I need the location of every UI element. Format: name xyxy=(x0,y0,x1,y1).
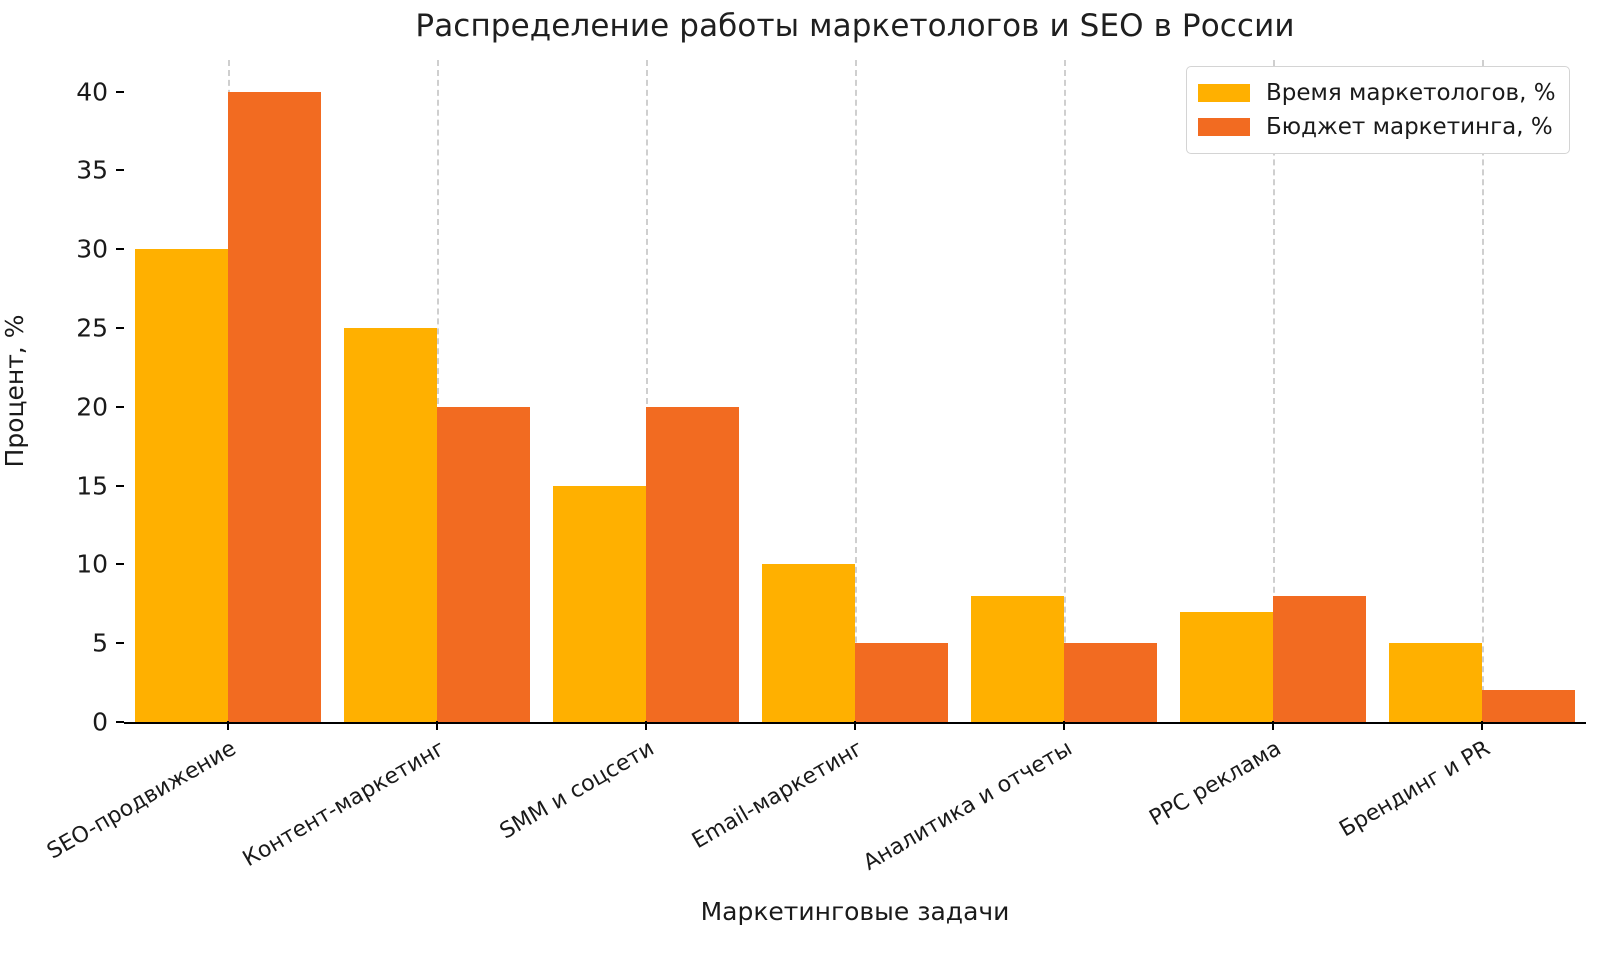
y-tick-mark xyxy=(116,248,124,251)
legend-swatch xyxy=(1198,118,1250,136)
y-tick-label: 10 xyxy=(76,549,108,579)
y-tick-mark xyxy=(116,484,124,487)
y-tick-label: 30 xyxy=(76,234,108,264)
y-tick-mark xyxy=(116,90,124,93)
gridline xyxy=(1063,60,1066,722)
gridline xyxy=(1272,60,1275,722)
bar[interactable] xyxy=(970,595,1064,722)
bar[interactable] xyxy=(762,564,855,722)
x-tick-mark xyxy=(436,721,439,730)
legend-item[interactable]: Время маркетологов, % xyxy=(1198,76,1556,110)
bar[interactable] xyxy=(1388,643,1482,722)
y-tick-label: 35 xyxy=(76,155,108,185)
legend-label: Время маркетологов, % xyxy=(1266,80,1556,106)
bar[interactable] xyxy=(228,91,322,722)
bar[interactable] xyxy=(135,249,229,722)
bar[interactable] xyxy=(437,406,531,722)
gridline xyxy=(437,60,440,722)
legend-label: Бюджет маркетинга, % xyxy=(1266,114,1553,140)
y-tick-mark xyxy=(116,326,124,329)
plot-area xyxy=(124,60,1586,722)
legend-swatch xyxy=(1198,84,1250,102)
chart-legend: Время маркетологов, % Бюджет маркетинга, … xyxy=(1186,66,1570,154)
y-tick-label: 15 xyxy=(76,471,108,501)
y-tick-mark xyxy=(116,563,124,566)
bar[interactable] xyxy=(553,485,647,722)
y-tick-mark xyxy=(116,169,124,172)
y-tick-label: 20 xyxy=(76,392,108,422)
y-tick-mark xyxy=(116,405,124,408)
y-tick-mark xyxy=(116,721,124,723)
bar[interactable] xyxy=(1179,611,1273,722)
bar[interactable] xyxy=(1272,595,1366,722)
gridline xyxy=(855,60,857,722)
gridline xyxy=(646,60,649,722)
x-tick-mark xyxy=(854,721,856,730)
chart-title: Распределение работы маркетологов и SEO … xyxy=(415,8,1295,44)
x-tick-mark xyxy=(645,721,648,730)
y-tick-label: 5 xyxy=(92,628,108,658)
legend-item[interactable]: Бюджет маркетинга, % xyxy=(1198,110,1556,144)
y-tick-label: 0 xyxy=(92,707,108,737)
y-tick-label: 40 xyxy=(76,77,108,107)
bar[interactable] xyxy=(646,406,740,722)
gridline xyxy=(1481,60,1484,722)
x-axis-label: Маркетинговые задачи xyxy=(700,897,1010,926)
y-tick-label: 25 xyxy=(76,313,108,343)
bar[interactable] xyxy=(1063,643,1157,722)
x-tick-mark xyxy=(1062,721,1065,730)
bar[interactable] xyxy=(1481,690,1575,722)
x-tick-mark xyxy=(1480,721,1483,730)
bar[interactable] xyxy=(344,327,438,722)
x-tick-mark xyxy=(1271,721,1274,730)
y-tick-mark xyxy=(116,642,124,645)
y-axis-label: Процент, % xyxy=(0,314,29,468)
x-tick-mark xyxy=(227,721,230,730)
bar[interactable] xyxy=(855,643,948,722)
